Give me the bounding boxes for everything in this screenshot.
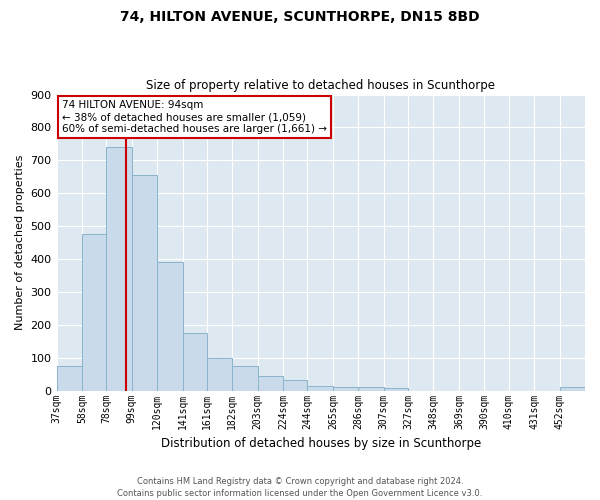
Bar xyxy=(157,262,182,390)
Bar xyxy=(82,234,106,390)
Y-axis label: Number of detached properties: Number of detached properties xyxy=(15,155,25,330)
Bar xyxy=(232,366,258,390)
Bar xyxy=(131,175,157,390)
Bar xyxy=(560,388,585,390)
Bar xyxy=(384,388,408,390)
Bar xyxy=(333,387,358,390)
X-axis label: Distribution of detached houses by size in Scunthorpe: Distribution of detached houses by size … xyxy=(161,437,481,450)
Bar xyxy=(307,386,333,390)
Text: 74, HILTON AVENUE, SCUNTHORPE, DN15 8BD: 74, HILTON AVENUE, SCUNTHORPE, DN15 8BD xyxy=(120,10,480,24)
Text: Contains HM Land Registry data © Crown copyright and database right 2024.
Contai: Contains HM Land Registry data © Crown c… xyxy=(118,476,482,498)
Text: 74 HILTON AVENUE: 94sqm
← 38% of detached houses are smaller (1,059)
60% of semi: 74 HILTON AVENUE: 94sqm ← 38% of detache… xyxy=(62,100,327,134)
Bar xyxy=(358,388,384,390)
Bar xyxy=(106,147,131,390)
Bar xyxy=(207,358,232,390)
Bar xyxy=(56,366,82,390)
Title: Size of property relative to detached houses in Scunthorpe: Size of property relative to detached ho… xyxy=(146,79,495,92)
Bar xyxy=(182,333,207,390)
Bar xyxy=(283,380,307,390)
Bar xyxy=(258,376,283,390)
